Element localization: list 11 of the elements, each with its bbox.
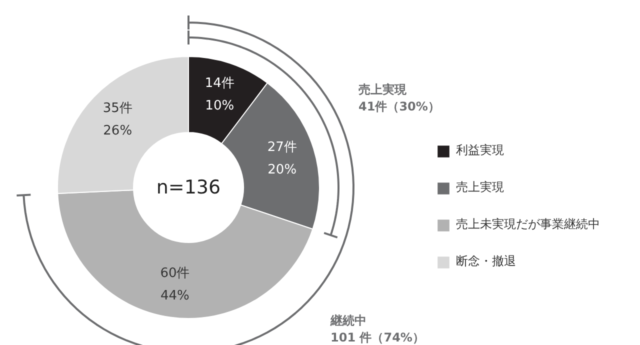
text: n=136 bbox=[156, 176, 221, 198]
text: 売上実現 41件（30%） bbox=[358, 82, 440, 114]
legend-label: 売上未実現だが事業継続中 bbox=[456, 216, 600, 233]
legend-label: 断念・撤退 bbox=[456, 253, 516, 270]
data-label: 14件 10% bbox=[204, 76, 234, 114]
data-label: 35件 26% bbox=[102, 101, 132, 139]
text: 継続中 101 件（74%） bbox=[330, 314, 424, 344]
legend-label: 利益実現 bbox=[456, 142, 504, 159]
legend-label: 売上実現 bbox=[456, 179, 504, 196]
data-label: 27件 20% bbox=[267, 140, 297, 178]
data-label: 60件 44% bbox=[160, 266, 190, 304]
